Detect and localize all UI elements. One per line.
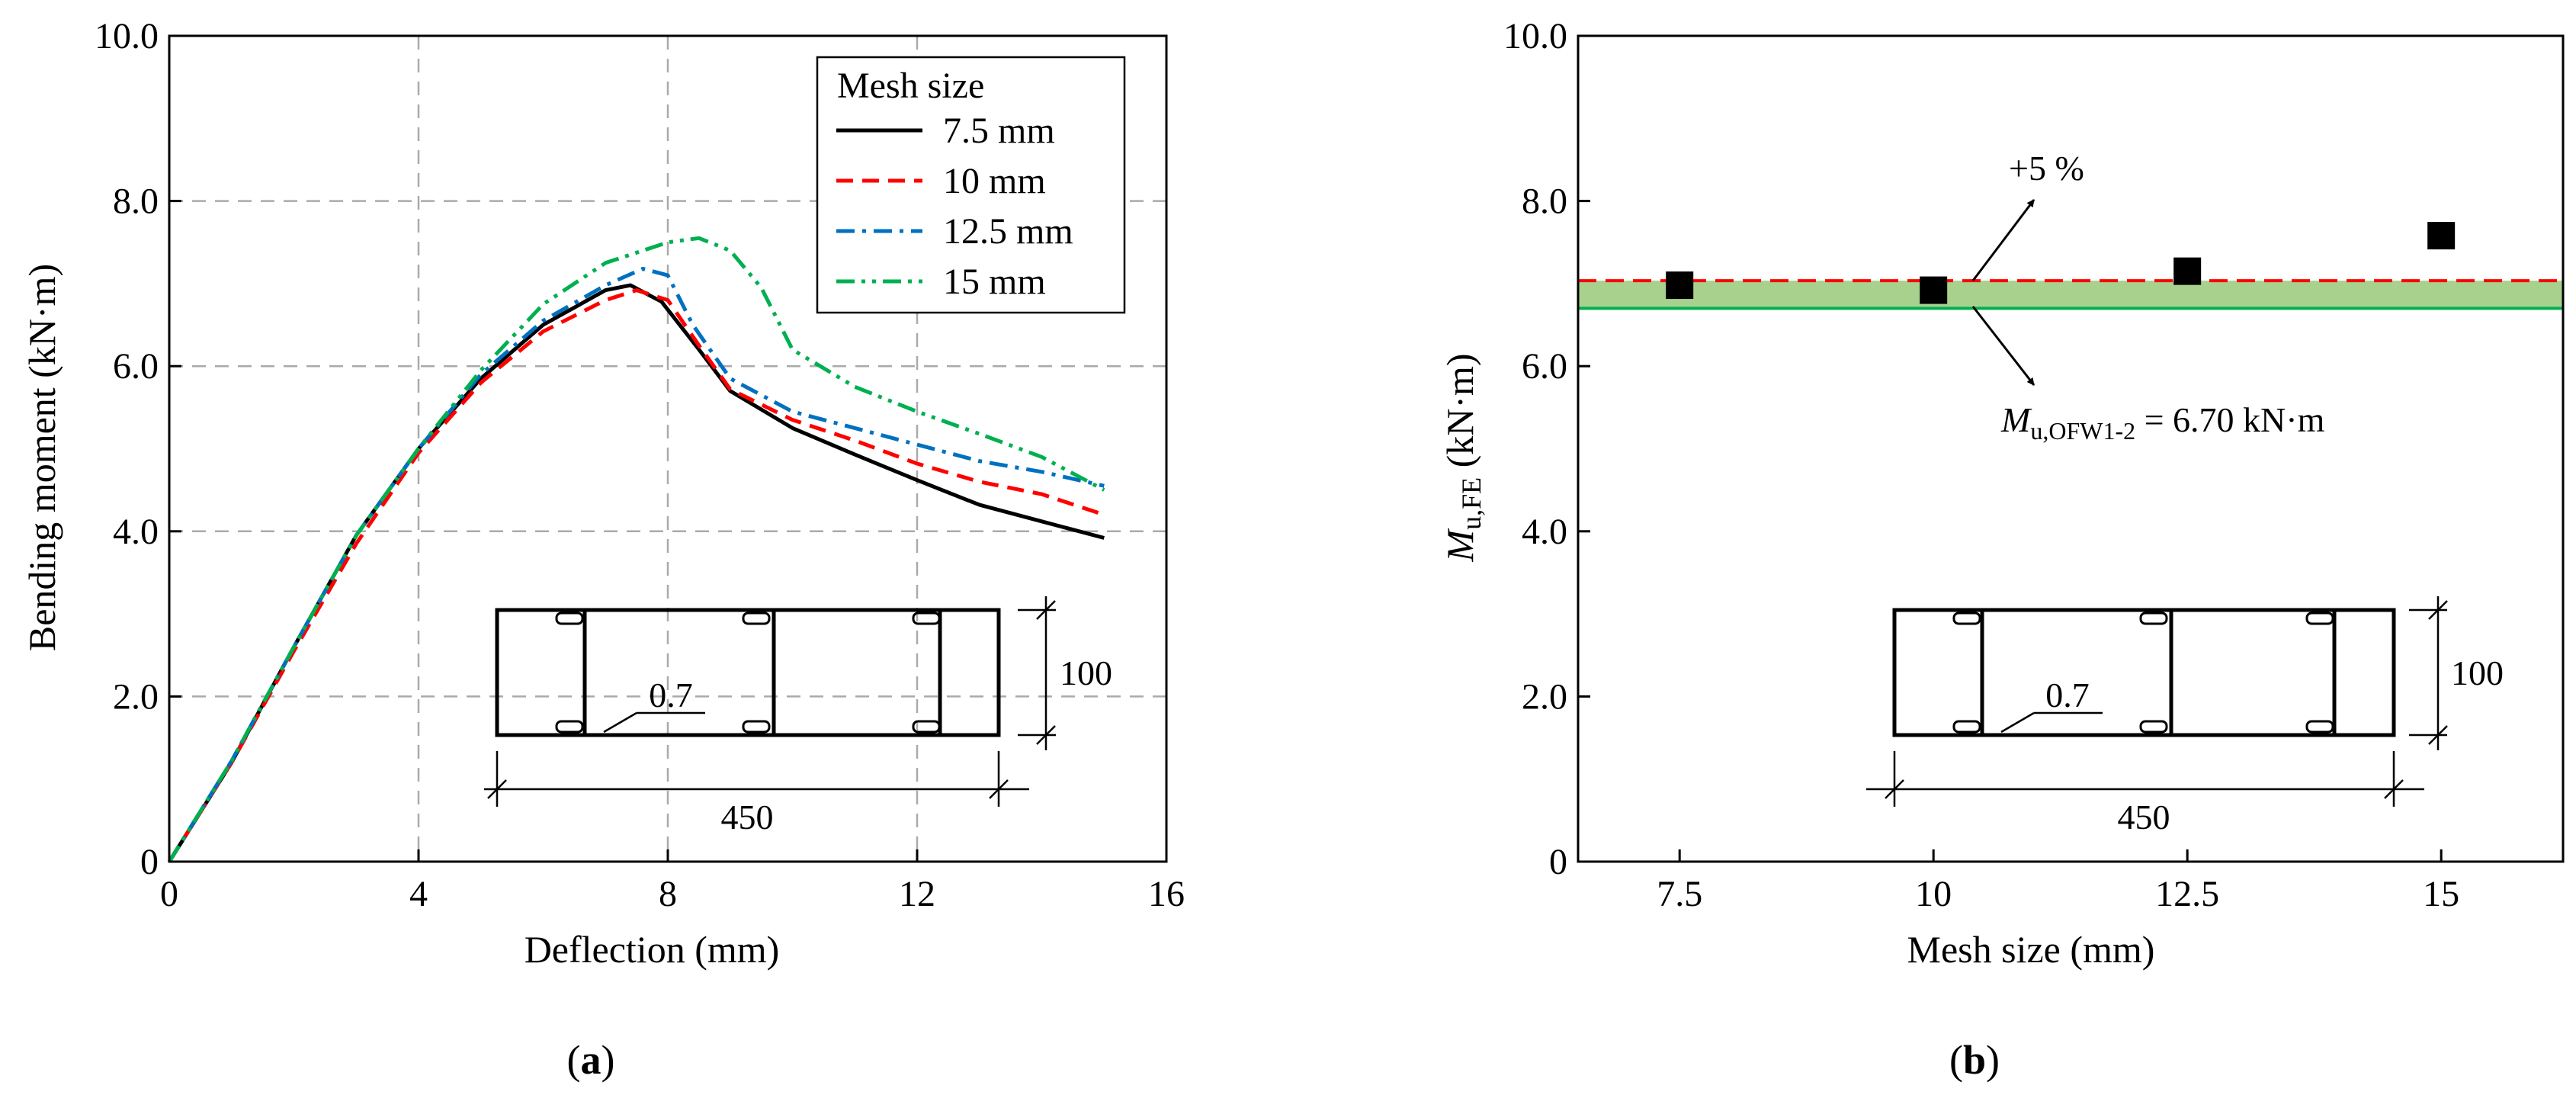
inset-outline xyxy=(495,608,1001,737)
panel-a-label: (a) xyxy=(567,1037,615,1083)
chart-a-ticks: 0 4 8 12 16 0 2.0 4.0 6.0 8.0 10.0 xyxy=(95,16,1185,914)
inset-height-label: 100 xyxy=(1060,653,1112,692)
inset-lip xyxy=(2139,612,2168,625)
chart-a-series xyxy=(167,236,1105,863)
y-tick-label: 2.0 xyxy=(1522,676,1567,717)
inset-dim-tick xyxy=(2384,779,2404,799)
y-tick-label: 0 xyxy=(1549,842,1567,882)
inset-dim-tick xyxy=(989,779,1009,799)
inset-lip xyxy=(555,612,584,625)
inset-dim-tick xyxy=(1885,779,1904,799)
x-tick-label: 4 xyxy=(409,874,428,914)
x-tick-label: 16 xyxy=(1148,874,1185,914)
chart-b-ticks: 7.5 10 12.5 15 0 2.0 4.0 6.0 8.0 10.0 xyxy=(1503,16,2459,914)
x-tick-label: 8 xyxy=(659,874,677,914)
y-tick-label: 2.0 xyxy=(113,676,159,717)
x-tick-label: 10 xyxy=(1915,874,1952,914)
series-line-7-5-mm xyxy=(167,283,1105,863)
chart-a-x-axis-label: Deflection (mm) xyxy=(525,928,780,971)
inset-leader xyxy=(603,711,637,734)
chart-b-inset-cross-section xyxy=(1866,596,2448,807)
annotation-arrow-down xyxy=(1971,306,2035,386)
y-tick-label: 4.0 xyxy=(1522,512,1567,552)
data-point xyxy=(1920,276,1948,304)
inset-width-label: 450 xyxy=(2118,798,2170,836)
tolerance-band xyxy=(1578,281,2563,309)
y-tick-label: 0 xyxy=(140,842,159,882)
inset-height-label: 100 xyxy=(2451,653,2504,692)
inset-dim-tick xyxy=(2428,725,2448,745)
data-point xyxy=(1666,271,1694,300)
legend-entry-label: 10 mm xyxy=(943,161,1046,201)
chart-b-band xyxy=(1578,279,2563,310)
x-tick-label: 15 xyxy=(2423,874,2459,914)
inset-lip xyxy=(912,612,941,625)
legend-entry-label: 12.5 mm xyxy=(943,211,1073,252)
inset-dim-tick xyxy=(1036,600,1056,620)
legend-entry-label: 15 mm xyxy=(943,262,1046,302)
x-tick-label: 12 xyxy=(899,874,935,914)
chart-a-inset-cross-section xyxy=(484,596,1056,807)
data-point xyxy=(2427,222,2456,250)
inset-lip xyxy=(2305,720,2334,734)
inset-lip xyxy=(912,720,941,734)
chart-a: 0 4 8 12 16 0 2.0 4.0 6.0 8.0 10.0 Deflection (mm)… xyxy=(21,16,1185,1083)
chart-a-y-axis-label: Bending moment (kN·m) xyxy=(21,264,63,651)
inset-lip xyxy=(742,720,771,734)
legend-title: Mesh size xyxy=(837,66,984,106)
y-tick-label: 10.0 xyxy=(95,16,159,56)
data-point xyxy=(2173,257,2202,285)
inset-outline xyxy=(1892,608,2396,737)
y-tick-label: 8.0 xyxy=(113,181,159,222)
chart-b-y-axis-label: Mu,FE (kN·m) xyxy=(1439,353,1487,562)
inset-dim-tick xyxy=(487,779,507,799)
series-line-15-mm xyxy=(167,236,1105,863)
inset-lip xyxy=(1952,612,1981,625)
inset-lip xyxy=(2139,720,2168,734)
inset-lip xyxy=(742,612,771,625)
inset-dim-tick xyxy=(2428,600,2448,620)
x-tick-label: 12.5 xyxy=(2155,874,2219,914)
inset-dim-tick xyxy=(1036,725,1056,745)
annotation-reference-label: Mu,OFW1-2 = 6.70 kN·m xyxy=(2000,400,2325,445)
inset-width-label: 450 xyxy=(721,798,774,836)
x-tick-label: 7.5 xyxy=(1657,874,1702,914)
y-tick-label: 6.0 xyxy=(1522,346,1567,387)
annotation-arrow-up xyxy=(1971,199,2035,281)
y-tick-label: 4.0 xyxy=(113,512,159,552)
inset-lip xyxy=(1952,720,1981,734)
chart-b-x-axis-label: Mesh size (mm) xyxy=(1907,928,2155,971)
y-tick-label: 10.0 xyxy=(1503,16,1567,56)
series-line-10-mm xyxy=(167,288,1105,863)
chart-b-points xyxy=(1666,222,2456,304)
annotation-upper-label: +5 % xyxy=(2009,149,2084,188)
inset-leader xyxy=(2000,711,2035,734)
y-tick-label: 8.0 xyxy=(1522,181,1567,222)
x-tick-label: 0 xyxy=(160,874,178,914)
chart-b-frame xyxy=(1577,34,2565,863)
inset-thickness-label: 0.7 xyxy=(2045,676,2090,714)
series-line-12-5-mm xyxy=(167,266,1105,863)
inset-lip xyxy=(555,720,584,734)
chart-a-legend: Mesh size 7.5 mm 10 mm 12.5 mm 15 mm xyxy=(816,56,1126,314)
inset-lip xyxy=(2305,612,2334,625)
legend-entry-label: 7.5 mm xyxy=(943,111,1055,151)
y-tick-label: 6.0 xyxy=(113,346,159,387)
panel-b-label: (b) xyxy=(1949,1037,2000,1083)
legend-box xyxy=(816,56,1126,314)
inset-thickness-label: 0.7 xyxy=(649,676,693,714)
chart-b: 7.5 10 12.5 15 0 2.0 4.0 6.0 8.0 10.0 Mesh size (… xyxy=(1439,16,2565,1083)
